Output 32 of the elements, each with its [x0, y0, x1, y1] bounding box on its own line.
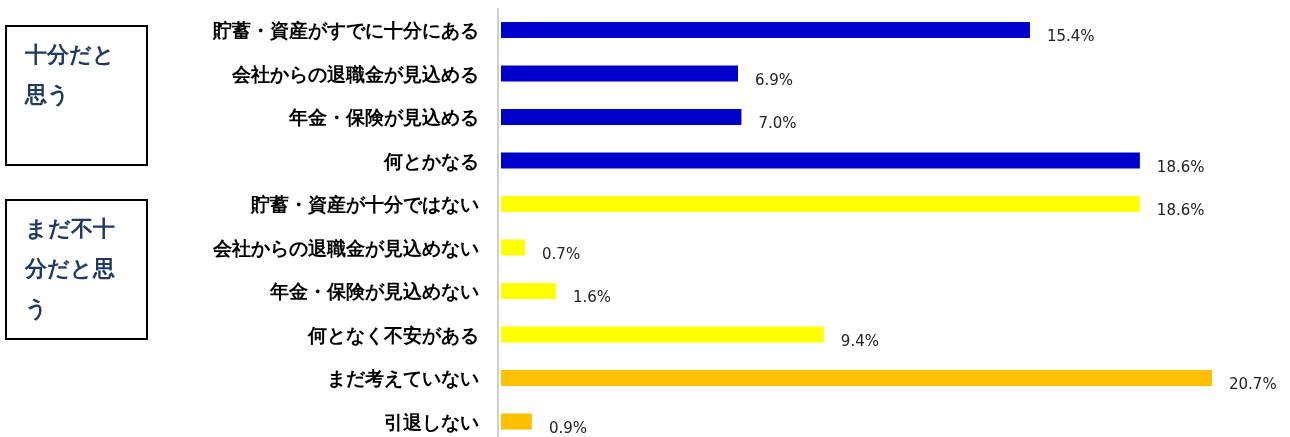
data-label: 1.6% [572, 288, 612, 306]
data-label: 9.4% [840, 331, 879, 350]
y-tick-label: 貯蓄・資産がすでに十分にある [212, 19, 479, 41]
bar [501, 22, 1030, 38]
data-label: 0.7% [542, 244, 581, 263]
data-label: 15.4% [1046, 27, 1095, 45]
bar [501, 413, 532, 430]
bar [501, 239, 526, 256]
data-label: 6.9% [755, 70, 794, 89]
y-tick-label: 年金・保険が見込めない [269, 280, 479, 302]
y-tick-label: 何となく不安がある [307, 323, 479, 346]
text: 十分だと思う [25, 41, 116, 109]
y-tick-label: まだ考えていない [327, 367, 479, 389]
y-tick-label: 引退しない [384, 410, 479, 433]
y-tick-label: 貯蓄・資産が十分ではない [250, 193, 479, 215]
data-label: 0.9% [548, 418, 588, 437]
data-label: 18.6% [1156, 157, 1205, 176]
y-tick-label: 年金・保険が見込める [288, 106, 479, 128]
bar [501, 370, 1212, 386]
text: まだ不十分だと思う [25, 215, 116, 323]
bar [501, 65, 738, 82]
bar [501, 326, 824, 343]
data-label: 18.6% [1156, 201, 1205, 219]
y-tick-label: 会社からの退職金が見込める [231, 62, 479, 85]
y-tick-label: 何とかなる [383, 149, 479, 172]
bar [501, 196, 1140, 212]
data-label: 7.0% [758, 114, 797, 132]
data-label: 20.7% [1229, 375, 1277, 393]
bar [501, 152, 1140, 169]
bar [501, 283, 556, 299]
bar [501, 109, 742, 125]
y-tick-label: 会社からの退職金が見込めない [212, 236, 479, 259]
